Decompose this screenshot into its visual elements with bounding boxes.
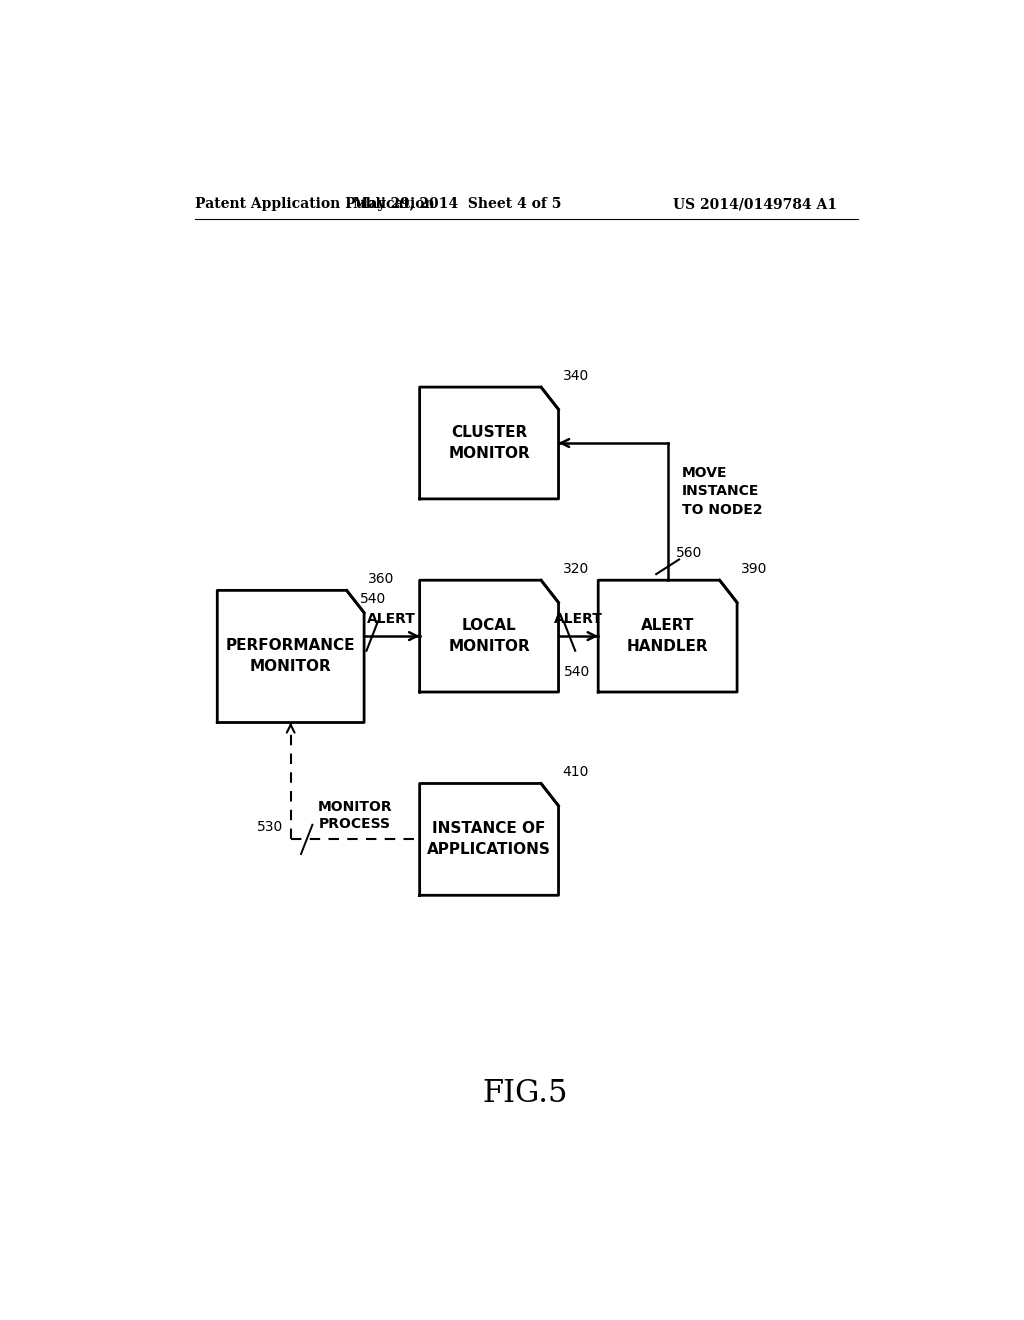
Text: 540: 540 [564,664,590,678]
Text: LOCAL
MONITOR: LOCAL MONITOR [449,618,530,655]
Text: 340: 340 [562,370,589,383]
Text: 540: 540 [360,591,386,606]
Text: 320: 320 [562,562,589,576]
Text: INSTANCE OF
APPLICATIONS: INSTANCE OF APPLICATIONS [427,821,551,858]
Text: FIG.5: FIG.5 [482,1078,567,1109]
Text: 560: 560 [676,546,702,560]
Text: MOVE
INSTANCE
TO NODE2: MOVE INSTANCE TO NODE2 [682,466,763,516]
Text: ALERT
HANDLER: ALERT HANDLER [627,618,709,655]
Text: 530: 530 [256,820,283,834]
Text: 390: 390 [741,562,767,576]
Text: US 2014/0149784 A1: US 2014/0149784 A1 [673,197,837,211]
Text: 410: 410 [562,766,589,779]
Text: 360: 360 [368,573,394,586]
Text: ALERT: ALERT [554,612,603,626]
Text: CLUSTER
MONITOR: CLUSTER MONITOR [449,425,530,461]
Text: PERFORMANCE
MONITOR: PERFORMANCE MONITOR [226,639,355,675]
Text: MONITOR
PROCESS: MONITOR PROCESS [317,800,392,832]
Text: Patent Application Publication: Patent Application Publication [196,197,435,211]
Text: May 29, 2014  Sheet 4 of 5: May 29, 2014 Sheet 4 of 5 [353,197,561,211]
Text: ALERT: ALERT [368,612,417,626]
